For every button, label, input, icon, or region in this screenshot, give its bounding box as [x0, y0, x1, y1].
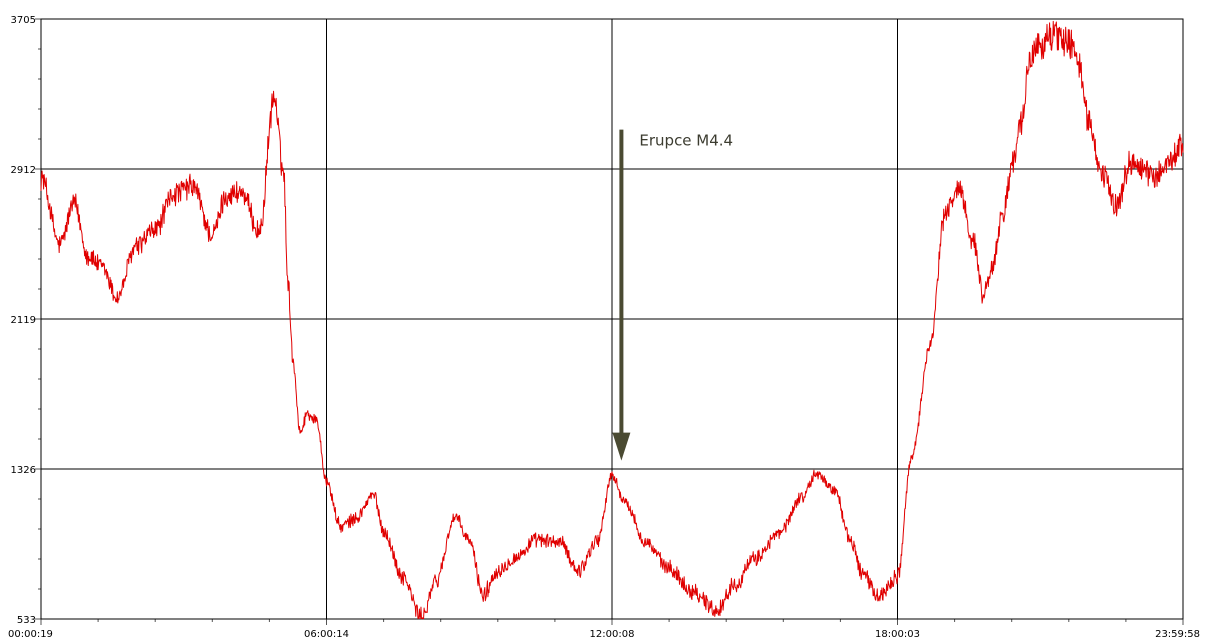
annotation-arrow-head [612, 432, 631, 461]
y-tick-label: 3705 [11, 15, 36, 26]
y-tick-label: 2912 [11, 165, 36, 176]
annotation-label: Erupce M4.4 [639, 132, 733, 150]
y-tick-label: 2119 [11, 315, 36, 326]
plot-frame [40, 18, 1184, 620]
grid-lines [41, 19, 1183, 619]
y-tick-label: 1326 [11, 465, 36, 476]
x-tick-label: 12:00:08 [590, 629, 635, 640]
minor-ticks [35, 18, 1184, 625]
x-axis-tick-labels: 00:00:19 06:00:14 12:00:08 18:00:03 23:59:58 [8, 629, 1200, 640]
x-tick-label: 06:00:14 [304, 629, 349, 640]
y-tick-label: 533 [17, 615, 36, 626]
x-tick-label: 18:00:03 [875, 629, 920, 640]
annotation-layer: Erupce M4.4 [612, 129, 733, 461]
x-tick-label: 23:59:58 [1155, 629, 1200, 640]
y-axis-tick-labels: 3705 2912 2119 1326 533 [11, 15, 36, 626]
x-tick-label: 00:00:19 [8, 629, 53, 640]
series-line [40, 20, 1184, 620]
series-layer [40, 20, 1184, 620]
